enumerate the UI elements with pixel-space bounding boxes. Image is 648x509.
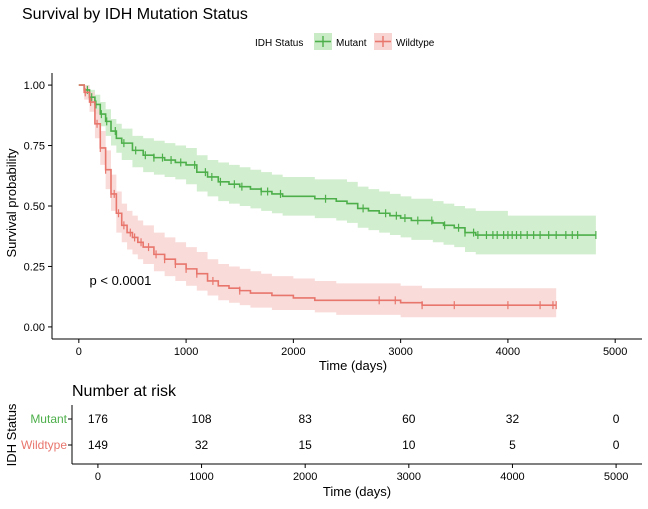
risk-table: Number at risk Mutant 176 108 83 60 32 0 Wildty… [21, 383, 642, 483]
risk-cell-wildtype: 149 [88, 438, 108, 452]
risk-table-title: Number at risk [72, 383, 177, 400]
risk-row-label-wildtype: Wildtype [21, 438, 67, 452]
risk-cell-wildtype: 10 [402, 438, 416, 452]
risk-x-axis-label: Time (days) [323, 484, 391, 499]
y-tick-label: 0.25 [24, 261, 45, 273]
risk-cell-wildtype: 5 [509, 438, 516, 452]
risk-x-tick-label: 2000 [293, 471, 317, 483]
legend-label-wildtype: Wildtype [396, 38, 435, 49]
risk-x-tick-label: 1000 [189, 471, 213, 483]
risk-row-label-mutant: Mutant [30, 412, 67, 426]
y-tick-label: 1.00 [24, 80, 45, 92]
legend: IDH Status Mutant Wildtype [255, 33, 435, 50]
plot-area: 0.00 0.25 0.50 0.75 1.00 0 1000 2000 3000 4000 500… [24, 73, 642, 358]
legend-entry-wildtype: Wildtype [374, 33, 435, 50]
risk-cell-wildtype: 0 [613, 438, 620, 452]
x-axis-label: Time (days) [319, 358, 387, 373]
risk-cell-mutant: 108 [192, 412, 212, 426]
risk-cell-mutant: 176 [88, 412, 108, 426]
y-tick-label: 0.75 [24, 141, 45, 153]
chart-title: Survival by IDH Mutation Status [22, 6, 248, 23]
risk-cell-mutant: 0 [613, 412, 620, 426]
risk-cell-mutant: 83 [299, 412, 313, 426]
risk-y-axis-label: IDH Status [4, 403, 19, 466]
risk-x-tick-label: 0 [95, 471, 101, 483]
p-value-annotation: p < 0.0001 [90, 273, 152, 288]
legend-label-mutant: Mutant [336, 38, 367, 49]
risk-cell-mutant: 32 [506, 412, 520, 426]
survival-line-wildtype [78, 84, 557, 306]
risk-cell-wildtype: 15 [299, 438, 313, 452]
confidence-band-wildtype [78, 85, 557, 318]
y-tick-label: 0.00 [24, 322, 45, 334]
x-tick-label: 0 [76, 346, 82, 358]
y-axis-label: Survival probability [4, 148, 19, 258]
legend-entry-mutant: Mutant [314, 33, 367, 50]
x-tick-label: 3000 [388, 346, 412, 358]
survival-line-mutant [78, 84, 596, 236]
x-tick-label: 2000 [281, 346, 305, 358]
confidence-band-mutant [78, 85, 596, 255]
y-tick-label: 0.50 [24, 201, 45, 213]
risk-x-tick-label: 5000 [604, 471, 628, 483]
legend-title: IDH Status [255, 38, 303, 49]
risk-cell-mutant: 60 [402, 412, 416, 426]
x-tick-label: 1000 [174, 346, 198, 358]
risk-x-tick-label: 4000 [500, 471, 524, 483]
x-tick-label: 5000 [603, 346, 627, 358]
x-tick-label: 4000 [496, 346, 520, 358]
risk-cell-wildtype: 32 [195, 438, 209, 452]
risk-x-tick-label: 3000 [397, 471, 421, 483]
